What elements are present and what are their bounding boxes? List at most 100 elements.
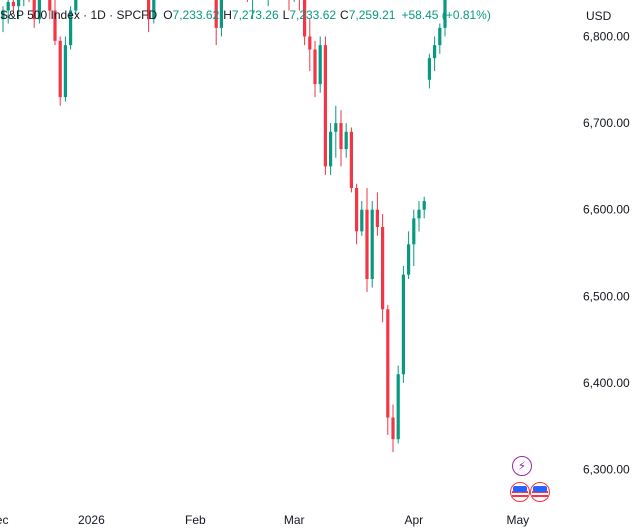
candle-body	[219, 0, 223, 28]
candle	[396, 365, 400, 444]
candle-body	[365, 209, 369, 279]
candle	[17, 0, 21, 20]
candle	[433, 36, 437, 72]
x-tick-label: Apr	[404, 513, 423, 527]
candle-body	[329, 131, 333, 167]
candle-body	[147, 0, 151, 20]
candle-body	[6, 1, 10, 11]
candle-body	[443, 0, 447, 28]
candle-body	[407, 244, 411, 275]
candle-body	[391, 417, 395, 440]
candle	[48, 0, 52, 20]
us-flag-icon[interactable]	[530, 482, 550, 502]
candle	[401, 265, 405, 383]
candle-body	[69, 10, 73, 46]
candle	[53, 0, 57, 46]
candle	[427, 53, 431, 89]
high-label: H	[223, 8, 232, 22]
symbol-title[interactable]: S&P 500 Index · 1D · SPCFD	[0, 8, 158, 22]
candle	[58, 36, 62, 106]
candle-body	[375, 209, 379, 228]
y-tick-label: 6,500.00	[583, 289, 630, 303]
candle	[313, 40, 317, 98]
candle-body	[427, 58, 431, 80]
candle-body	[417, 209, 421, 219]
candle-body	[37, 0, 41, 20]
candle-body	[1, 10, 5, 20]
candle-body	[303, 0, 307, 37]
candle-body	[438, 27, 442, 46]
close-value: 7,259.21	[348, 8, 396, 22]
candle-body	[370, 209, 374, 279]
candle	[386, 304, 390, 435]
y-tick-label: 6,600.00	[583, 203, 630, 217]
candle	[417, 201, 421, 232]
y-tick-label: 6,400.00	[583, 376, 630, 390]
candle-body	[323, 45, 327, 167]
candle-body	[396, 374, 400, 440]
x-tick-label: May	[506, 513, 529, 527]
candle-body	[355, 188, 359, 232]
candle-body	[63, 45, 67, 98]
candle	[381, 214, 385, 323]
bolt-icon[interactable]: ⚡	[512, 456, 532, 476]
candle-body	[422, 201, 426, 210]
low-value: 7,233.62	[289, 8, 337, 22]
candle-body	[313, 49, 317, 85]
candle-body	[401, 274, 405, 375]
candle-body	[412, 218, 416, 245]
candle	[375, 192, 379, 236]
close-label: C	[340, 8, 349, 22]
change-value: +58.45 (+0.81%)	[401, 8, 491, 22]
candle	[1, 6, 5, 33]
candle-body	[339, 123, 343, 150]
candle-body	[214, 0, 218, 28]
candle	[74, 0, 78, 15]
candle	[63, 36, 67, 102]
open-value: 7,233.62	[172, 8, 220, 22]
candle	[407, 231, 411, 279]
symbol-header: S&P 500 Index · 1D · SPCFD O 7,233.62 H 7,…	[0, 0, 491, 30]
candle	[438, 23, 442, 54]
time-axis: Dec 2026 Feb Mar Apr May	[0, 513, 529, 527]
y-tick-label: 6,800.00	[583, 30, 630, 44]
candle	[214, 0, 218, 46]
candle	[11, 0, 15, 15]
candle	[318, 36, 322, 93]
candle	[152, 0, 156, 24]
candle	[329, 123, 333, 176]
candlestick-series	[1, 0, 447, 453]
us-flag-icon[interactable]	[510, 482, 530, 502]
candle	[252, 0, 254, 20]
candle-body	[17, 0, 21, 7]
candle-body	[74, 0, 78, 11]
candle	[443, 0, 447, 37]
candle	[344, 123, 348, 158]
candle	[339, 110, 343, 167]
candle-body	[53, 10, 57, 41]
open-label: O	[163, 8, 173, 22]
candle	[365, 188, 369, 292]
candle-body	[349, 131, 353, 189]
low-label: L	[282, 8, 290, 22]
currency-label[interactable]: USD	[586, 9, 612, 23]
x-tick-label: Dec	[0, 513, 8, 527]
candle	[391, 404, 395, 453]
candle	[303, 0, 307, 46]
candle-body	[386, 309, 390, 418]
candle-body	[11, 1, 15, 7]
candle	[370, 201, 374, 288]
candle-body	[152, 0, 156, 20]
candle	[323, 36, 327, 176]
x-tick-label: Feb	[185, 513, 206, 527]
candle-body	[381, 227, 385, 310]
candle	[147, 0, 151, 33]
x-tick-label: Mar	[284, 513, 305, 527]
candle-body	[318, 45, 322, 85]
candle	[412, 209, 416, 266]
candle-body	[433, 45, 437, 59]
candle	[422, 196, 426, 219]
y-tick-label: 6,700.00	[583, 116, 630, 130]
candle	[308, 19, 312, 72]
